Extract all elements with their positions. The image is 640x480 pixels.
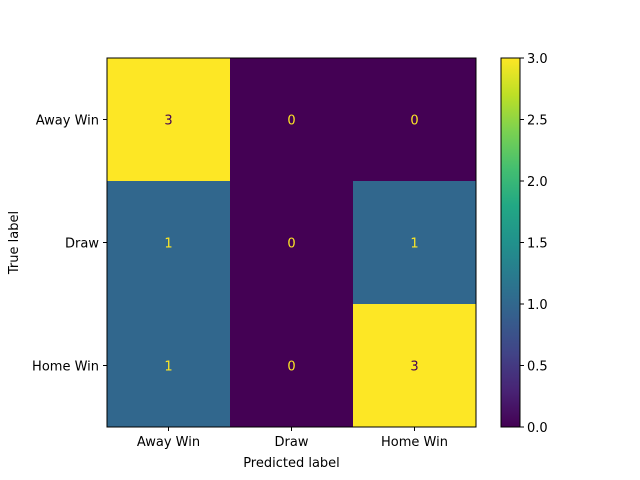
y-tick-label: Away Win	[36, 114, 99, 129]
cell-value-label: 1	[164, 237, 172, 252]
x-tick-label: Away Win	[137, 435, 200, 450]
colorbar-tick-label: 1.0	[527, 298, 548, 313]
heatmap-cell-labels: 3 0 0 1 0 1 1 0 3	[164, 114, 418, 375]
cell-value-label: 3	[410, 360, 418, 375]
y-tick-label: Home Win	[32, 360, 99, 375]
cell-value-label: 3	[164, 114, 172, 129]
colorbar-gradient	[501, 58, 520, 427]
colorbar: 0.0 0.5 1.0 1.5 2.0 2.5 3.0	[500, 52, 548, 436]
colorbar-tick-label: 3.0	[527, 52, 548, 67]
heatmap-cell	[353, 58, 476, 181]
heatmap-cell	[107, 304, 230, 427]
heatmap-cell	[107, 58, 230, 181]
colorbar-tick-label: 1.5	[527, 237, 548, 252]
colorbar-tick-label: 0.5	[527, 360, 548, 375]
cell-value-label: 1	[164, 360, 172, 375]
cell-value-label: 1	[410, 237, 418, 252]
colorbar-tick-label: 2.5	[527, 114, 548, 129]
cell-value-label: 0	[287, 360, 295, 375]
y-axis-label: True label	[7, 211, 22, 275]
heatmap-cell	[107, 181, 230, 304]
colorbar-tick-label: 2.0	[527, 175, 548, 190]
heatmap-cell	[230, 304, 353, 427]
cell-value-label: 0	[287, 237, 295, 252]
x-tick-label: Home Win	[381, 435, 448, 450]
colorbar-ticks: 0.0 0.5 1.0 1.5 2.0 2.5 3.0	[520, 52, 548, 436]
colorbar-tick-label: 0.0	[527, 421, 548, 436]
x-axis-label: Predicted label	[243, 456, 340, 471]
heatmap-cell	[353, 304, 476, 427]
heatmap-cell	[230, 181, 353, 304]
heatmap-cells	[107, 58, 476, 427]
cell-value-label: 0	[287, 114, 295, 129]
heatmap-cell	[353, 181, 476, 304]
heatmap-cell	[230, 58, 353, 181]
cell-value-label: 0	[410, 114, 418, 129]
y-axis-ticks: Away Win Draw Home Win	[32, 114, 107, 375]
x-axis-ticks: Away Win Draw Home Win	[137, 427, 448, 450]
x-tick-label: Draw	[275, 435, 309, 450]
y-tick-label: Draw	[65, 237, 99, 252]
